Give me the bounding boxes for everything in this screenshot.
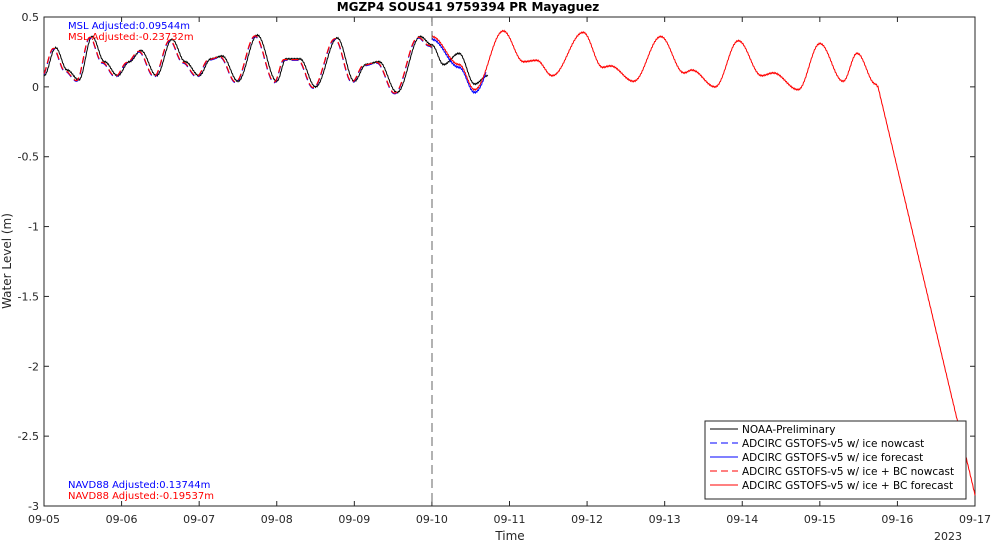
series-line-ice-bc-nowcast [43,35,433,94]
y-axis-label: Water Level (m) [0,213,14,309]
legend-label: ADCIRC GSTOFS-v5 w/ ice + BC nowcast [742,466,954,478]
y-tick-label: -0.5 [18,151,39,164]
x-tick-label: 09-07 [183,513,215,526]
legend-label: ADCIRC GSTOFS-v5 w/ ice nowcast [742,438,924,450]
y-tick-label: -1 [28,221,39,234]
msl-red-annotation: MSL Adjusted:-0.23732m [68,32,194,43]
x-tick-label: 09-05 [28,513,60,526]
series-line-ice-forecast [431,37,487,95]
x-tick-label: 09-15 [804,513,836,526]
x-tick-label: 09-09 [338,513,370,526]
legend: NOAA-Preliminary ADCIRC GSTOFS-v5 w/ ice … [704,420,967,500]
legend-box [704,420,967,500]
x-tick-label: 09-17 [959,513,991,526]
y-tick-label: -1.5 [18,290,39,303]
x-axis-label: Time [494,529,524,541]
x-tick-label: 09-14 [726,513,758,526]
x-tick-label: 09-10 [416,513,448,526]
legend-label: ADCIRC GSTOFS-v5 w/ ice forecast [742,452,923,464]
y-tick-label: -2.5 [18,430,39,443]
y-tick-label: -2 [28,360,39,373]
x-tick-label: 09-16 [881,513,913,526]
series-layer [43,29,976,496]
y-tick-label: 0.5 [22,11,40,24]
x-tick-label: 09-06 [106,513,138,526]
series-line-ice-bc-forecast [431,29,976,496]
y-tick-label: -3 [28,500,39,513]
x-tick-label: 09-11 [494,513,526,526]
axes-layer: 09-05 09-06 09-07 09-08 09-09 09-10 09-11 09-12… [18,11,991,526]
chart-title: MGZP4 SOUS41 9759394 PR Mayaguez [337,0,600,14]
navd-blue-annotation: NAVD88 Adjusted:0.13744m [68,480,210,491]
x-tick-label: 09-08 [261,513,293,526]
msl-blue-annotation: MSL Adjusted:0.09544m [68,21,190,32]
x-tick-label: 09-12 [571,513,603,526]
x-tick-label: 09-13 [649,513,681,526]
legend-label: NOAA-Preliminary [742,424,835,436]
year-label: 2023 [934,530,962,541]
legend-label: ADCIRC GSTOFS-v5 w/ ice + BC forecast [742,480,953,492]
y-tick-label: 0 [32,81,39,94]
series-line-ice-nowcast [43,35,433,95]
navd-red-annotation: NAVD88 Adjusted:-0.19537m [68,491,214,502]
